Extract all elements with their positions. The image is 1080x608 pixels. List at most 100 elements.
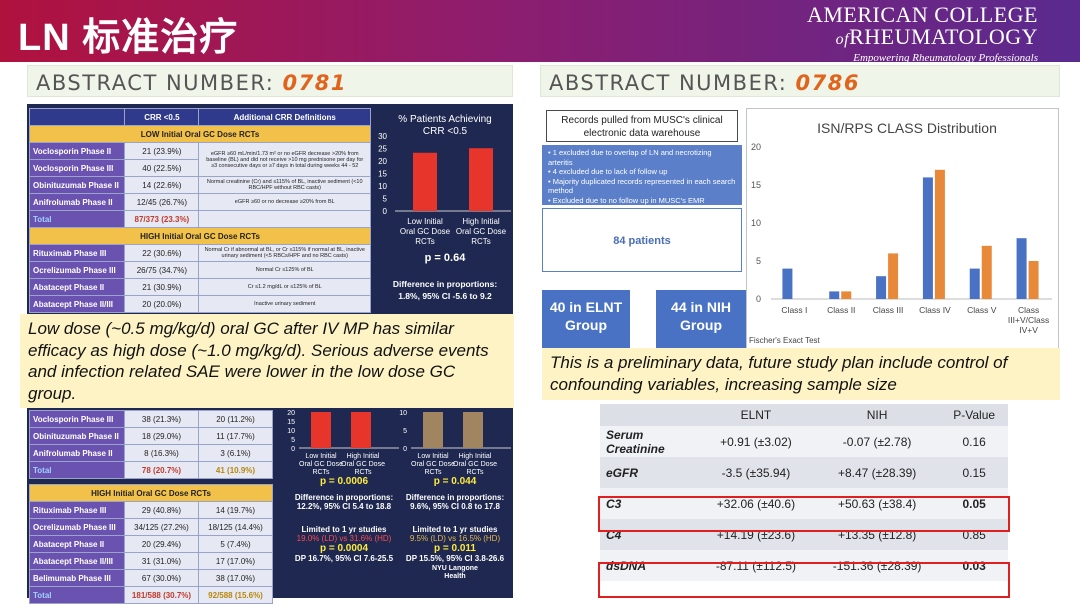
bar (463, 412, 483, 448)
row-value-a: 29 (40.8%) (124, 501, 199, 519)
bar (969, 268, 980, 299)
y-tick-label: 0 (403, 446, 407, 453)
x-tick-label: Class III (873, 305, 904, 315)
row-crr: 87/373 (23.3%) (124, 210, 200, 228)
infection-limited: Limited to 1 yr studies (412, 525, 498, 534)
abstract-bar-left: ABSTRACT NUMBER: 0781 (27, 65, 513, 97)
row-name: Total (29, 586, 125, 604)
nih-value: +8.47 (±28.39) (813, 457, 941, 488)
bar (1028, 261, 1039, 299)
isn-chart-panel: ISN/RPS CLASS Distribution 20 15 10 5 0 Class … (746, 108, 1059, 350)
y-tick-label: 10 (751, 218, 761, 228)
table-row: Voclosporin Phase III 38 (21.3%) 20 (11.… (29, 410, 273, 428)
row-name: Total (29, 461, 125, 479)
row-definition: Normal Cr ≤125% of BL (198, 261, 371, 279)
y-tick-label: 25 (378, 145, 387, 154)
crr-table-head: CRR <0.5 (124, 108, 200, 126)
table-row: Belimumab Phase III 67 (30.0%) 38 (17.0%… (29, 569, 273, 587)
chart-footnote: Fischer's Exact Test (749, 336, 821, 345)
x-tick-label: RCTs (354, 469, 372, 474)
diff-value: 1.8%, 95% CI -5.6 to 9.2 (398, 291, 492, 301)
x-tick-label: RCTs (415, 237, 435, 246)
exclusion-item: • 4 excluded due to lack of follow up (548, 167, 668, 176)
row-name: Anifrolumab Phase II (28, 193, 126, 211)
row-definition: Cr ≤1.2 mg/dL or ≤125% of BL (198, 278, 371, 296)
x-tick-label: IV+V (1019, 325, 1038, 335)
abstract-label-right: ABSTRACT NUMBER: (549, 71, 796, 95)
row-crr: 40 (22.5%) (124, 159, 200, 177)
p-value: p = 0.64 (425, 252, 467, 264)
exclusions-box: • 1 excluded due to overlap of LN and ne… (542, 145, 742, 205)
x-tick-label: High Initial (347, 453, 380, 460)
y-tick-label: 0 (291, 446, 295, 453)
nih-group-box: 44 in NIH Group (656, 290, 746, 350)
bar (876, 276, 887, 299)
patients-box: 84 patients (542, 208, 742, 272)
row-crr: 22 (30.6%) (124, 244, 200, 262)
bar (423, 412, 443, 448)
highlight-dsdna (598, 562, 1010, 598)
row-name: Obinituzumab Phase II (28, 176, 126, 194)
p-value: 0.16 (940, 426, 1008, 457)
p-value: 0.15 (940, 457, 1008, 488)
row-name: Ocrelizumab Phase III (29, 518, 125, 536)
sae-stats: p = 0.0006 Difference in proportions: 12… (285, 476, 403, 563)
bar (782, 268, 793, 299)
acr-logo-line2: RHEUMATOLOGY (849, 24, 1038, 49)
row-definition: eGFR ≥60 mL/min/1.73 m² or no eGFR decre… (198, 142, 371, 177)
elnt-group-box: 40 in ELNT Group (542, 290, 630, 350)
chart-title: CRR <0.5 (423, 126, 468, 137)
bar (888, 253, 899, 299)
infection-limited-values: 9.5% (LD) vs 16.5% (HD) (409, 534, 501, 543)
infection-stats: p = 0.044 Difference in proportions: 9.6… (397, 476, 513, 581)
highlight-c3 (598, 496, 1010, 532)
row-value-b: 14 (19.7%) (198, 501, 273, 519)
table-row: Ocrelizumab Phase III 26/75 (34.7%) Norm… (28, 261, 371, 279)
row-value-a: 20 (29.4%) (124, 535, 199, 553)
table-row: Anifrolumab Phase II 8 (16.3%) 3 (6.1%) (29, 444, 273, 462)
row-value-b: 41 (10.9%) (198, 461, 273, 479)
left-conclusion-note: Low dose (~0.5 mg/kg/d) oral GC after IV… (20, 314, 514, 408)
elnt-value: -3.5 (±35.94) (698, 457, 814, 488)
table-row-total: Total 87/373 (23.3%) (28, 210, 371, 228)
bar (351, 412, 371, 448)
row-name: Anifrolumab Phase II (29, 444, 125, 462)
row-crr: 21 (23.9%) (124, 142, 200, 160)
y-tick-label: 15 (378, 170, 387, 179)
row-value-a: 8 (16.3%) (124, 444, 199, 462)
y-tick-label: 5 (383, 195, 388, 204)
table-row: Abatacept Phase II 21 (30.9%) Cr ≤1.2 mg… (28, 278, 371, 296)
row-value-a: 181/588 (30.7%) (124, 586, 199, 604)
nyu-logo-line2: Health (444, 573, 466, 580)
table-row-total: Total 78 (20.7%) 41 (10.9%) (29, 461, 273, 479)
section-high-2: HIGH Initial Oral GC Dose RCTs (29, 484, 273, 502)
acr-logo-of: of (835, 31, 850, 48)
row-value-b: 11 (17.7%) (198, 427, 273, 445)
x-tick-label: RCTs (424, 469, 442, 474)
exclusion-item: • Excluded due to no follow up in MUSC's… (548, 195, 705, 205)
row-value-b: 5 (7.4%) (198, 535, 273, 553)
row-crr: 14 (22.6%) (124, 176, 200, 194)
table-row-total: Total 181/588 (30.7%) 92/588 (15.6%) (29, 586, 273, 604)
x-tick-label: Oral GC Dose (299, 461, 343, 468)
row-value-b: 18/125 (14.4%) (198, 518, 273, 536)
bar (934, 169, 945, 299)
x-tick-label: Class II (827, 305, 855, 315)
row-value-a: 18 (29.0%) (124, 427, 199, 445)
x-tick-label: Low Initial (305, 453, 337, 460)
table-row: Voclosporin Phase II 21 (23.9%) eGFR ≥60… (28, 142, 371, 177)
row-crr: 20 (20.0%) (124, 295, 200, 313)
row-name: Rituximab Phase III (28, 244, 126, 262)
row-value-a: 67 (30.0%) (124, 569, 199, 587)
x-tick-label: Class V (967, 305, 997, 315)
y-tick-label: 0 (756, 294, 761, 304)
sae-limited: Limited to 1 yr studies (301, 525, 387, 534)
y-tick-label: 30 (378, 132, 387, 141)
table-row: Abatacept Phase II/III 31 (31.0%) 17 (17… (29, 552, 273, 570)
y-tick-label: 0 (383, 207, 388, 216)
row-name: Obinituzumab Phase II (29, 427, 125, 445)
table-row: Obinituzumab Phase II 18 (29.0%) 11 (17.… (29, 427, 273, 445)
y-tick-label: 5 (403, 428, 407, 435)
row-name: Voclosporin Phase III (28, 159, 126, 177)
